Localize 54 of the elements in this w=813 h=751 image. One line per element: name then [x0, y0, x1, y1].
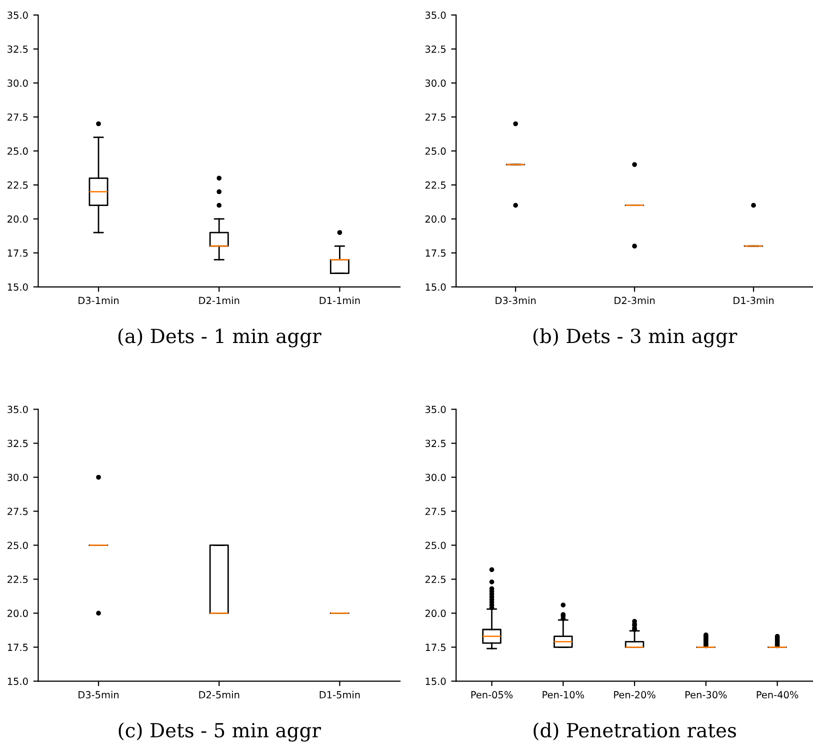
- x-axis-title: (b) Dets - 3 min aggr: [533, 328, 738, 348]
- y-tick-label: 32.5: [425, 440, 446, 448]
- x-tick-label: Pen-40%: [756, 691, 798, 698]
- y-tick-label: 27.5: [8, 508, 28, 516]
- y-tick-label: 35.0: [8, 406, 28, 414]
- y-tick-label: 15.0: [426, 283, 446, 291]
- y-tick-label: 15.0: [8, 678, 28, 685]
- y-tick-label: 22.5: [8, 181, 28, 189]
- x-tick-label: Pen-05%: [471, 691, 513, 698]
- y-tick-label: 35.0: [8, 12, 28, 19]
- x-tick-label: Pen-20%: [614, 691, 656, 698]
- y-tick-label: 25.0: [8, 147, 28, 155]
- y-tick-label: 17.5: [426, 644, 446, 652]
- y-tick-label: 32.5: [8, 440, 28, 448]
- x-axis-title: (a) Dets - 1 min aggr: [118, 328, 322, 348]
- x-tick-label: D1-5min: [320, 690, 360, 698]
- x-tick-label: D2-3min: [614, 296, 655, 304]
- y-tick-label: 25.0: [425, 542, 446, 550]
- y-tick-label: 17.5: [8, 644, 28, 652]
- y-tick-label: 32.5: [8, 45, 28, 53]
- x-tick-label: D1-3min: [734, 296, 774, 304]
- y-tick-label: 17.5: [8, 250, 28, 257]
- y-tick-label: 27.5: [425, 113, 446, 121]
- y-tick-label: 30.0: [8, 474, 28, 482]
- y-tick-label: 30.0: [8, 79, 28, 87]
- y-tick-label: 25.0: [8, 542, 28, 550]
- x-tick-label: D3-3min: [496, 296, 536, 304]
- x-tick-label: D3-1min: [78, 296, 119, 304]
- y-tick-label: 20.0: [8, 215, 28, 223]
- y-tick-label: 22.5: [425, 181, 446, 189]
- y-tick-label: 15.0: [426, 678, 446, 685]
- x-tick-label: Pen-10%: [542, 691, 584, 698]
- y-tick-label: 22.5: [425, 576, 446, 584]
- y-tick-label: 27.5: [8, 113, 28, 121]
- y-tick-label: 32.5: [425, 45, 446, 53]
- x-tick-label: D1-1min: [320, 296, 360, 304]
- y-tick-label: 17.5: [426, 250, 446, 257]
- y-tick-label: 27.5: [425, 508, 446, 516]
- y-tick-label: 20.0: [425, 610, 446, 618]
- y-tick-label: 25.0: [425, 147, 446, 155]
- y-tick-label: 15.0: [8, 283, 28, 291]
- x-tick-label: D3-5min: [78, 690, 119, 698]
- x-axis-title: (c) Dets - 5 min aggr: [118, 722, 321, 742]
- x-tick-label: D2-1min: [199, 296, 240, 304]
- x-tick-label: Pen-30%: [685, 691, 727, 698]
- x-axis-title: (d) Penetration rates: [534, 722, 736, 740]
- y-tick-label: 35.0: [425, 12, 446, 19]
- y-tick-label: 20.0: [8, 610, 28, 618]
- y-tick-label: 30.0: [425, 474, 446, 482]
- y-tick-label: 22.5: [8, 576, 28, 584]
- x-tick-label: D2-5min: [199, 690, 240, 698]
- y-tick-label: 35.0: [425, 406, 446, 414]
- y-tick-label: 30.0: [425, 79, 446, 87]
- y-tick-label: 20.0: [425, 215, 446, 223]
